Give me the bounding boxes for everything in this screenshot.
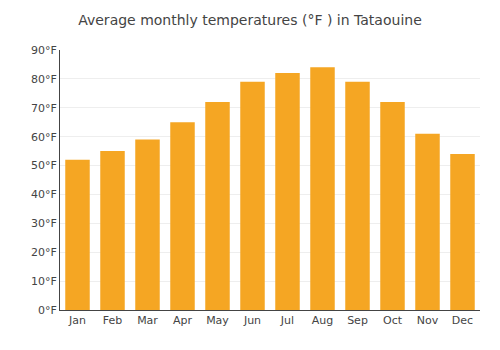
svg-text:90°F: 90°F	[31, 44, 57, 57]
svg-text:20°F: 20°F	[31, 246, 57, 259]
svg-text:Jun: Jun	[243, 314, 261, 327]
svg-text:Jan: Jan	[68, 314, 86, 327]
svg-text:Jul: Jul	[280, 314, 294, 327]
svg-text:Feb: Feb	[103, 314, 122, 327]
svg-text:Aug: Aug	[312, 314, 333, 327]
svg-text:Sep: Sep	[347, 314, 368, 327]
svg-text:Apr: Apr	[173, 314, 193, 327]
svg-text:Oct: Oct	[383, 314, 403, 327]
svg-text:50°F: 50°F	[31, 159, 57, 172]
svg-text:May: May	[206, 314, 229, 327]
svg-text:40°F: 40°F	[31, 188, 57, 201]
svg-text:Dec: Dec	[452, 314, 473, 327]
svg-text:70°F: 70°F	[31, 102, 57, 115]
svg-text:10°F: 10°F	[31, 275, 57, 288]
svg-text:30°F: 30°F	[31, 217, 57, 230]
svg-text:80°F: 80°F	[31, 73, 57, 86]
svg-text:Mar: Mar	[137, 314, 158, 327]
svg-text:0°F: 0°F	[38, 304, 57, 317]
svg-text:Average monthly temperatures (: Average monthly temperatures (°F ) in Ta…	[78, 12, 422, 28]
svg-text:Nov: Nov	[417, 314, 439, 327]
svg-text:60°F: 60°F	[31, 131, 57, 144]
